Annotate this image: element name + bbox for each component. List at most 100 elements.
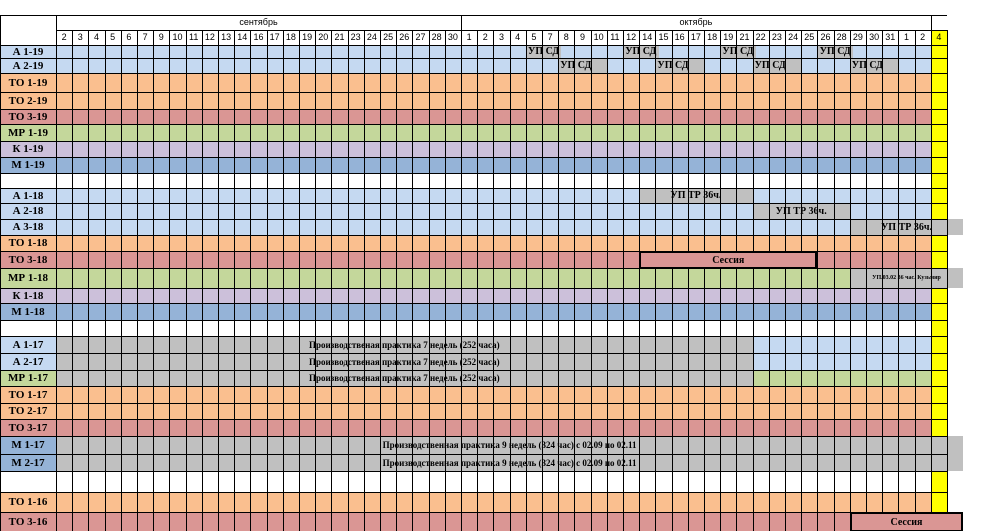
grid-line bbox=[0, 219, 947, 220]
day-header: 14 bbox=[642, 32, 653, 42]
row-background bbox=[0, 235, 947, 251]
group-label[interactable]: ТО 3-16 bbox=[8, 515, 48, 528]
group-label[interactable]: А 2-19 bbox=[12, 59, 44, 72]
grid-line bbox=[137, 30, 138, 531]
group-label[interactable]: ТО 3-17 bbox=[8, 421, 48, 434]
grid-line bbox=[0, 173, 947, 174]
group-label[interactable]: ТО 2-19 bbox=[8, 94, 48, 107]
grid-line bbox=[348, 30, 349, 531]
day-header: 14 bbox=[237, 32, 248, 42]
grid-line bbox=[380, 30, 381, 531]
grid-line bbox=[542, 30, 543, 531]
row-background bbox=[0, 45, 947, 58]
group-label[interactable]: ТО 1-17 bbox=[8, 388, 48, 401]
grid-line bbox=[56, 15, 57, 531]
row-background bbox=[0, 320, 947, 336]
grid-line bbox=[898, 30, 899, 531]
group-label[interactable]: ТО 2-17 bbox=[8, 405, 48, 417]
group-label[interactable]: ТО 3-19 bbox=[8, 110, 48, 123]
group-label[interactable] bbox=[0, 173, 56, 188]
grid-line bbox=[0, 15, 1, 531]
day-header: 8 bbox=[563, 32, 569, 42]
up-tr-block: УП ТР 36ч. bbox=[639, 188, 753, 203]
up-sd-block: УП СД bbox=[655, 58, 704, 73]
group-label[interactable]: А 3-18 bbox=[12, 221, 44, 233]
day-header: 23 bbox=[350, 32, 361, 42]
row-background bbox=[0, 288, 947, 303]
day-header: 17 bbox=[690, 32, 701, 42]
group-label[interactable]: ТО 1-19 bbox=[8, 76, 48, 89]
day-header: 4 bbox=[93, 32, 99, 42]
grid-line bbox=[0, 73, 947, 74]
grid-line bbox=[0, 386, 947, 387]
group-label[interactable]: А 2-17 bbox=[12, 355, 44, 368]
grid-line bbox=[801, 30, 802, 531]
group-label[interactable] bbox=[0, 320, 56, 336]
grid-line bbox=[0, 303, 947, 304]
day-header: 19 bbox=[723, 32, 734, 42]
group-label[interactable]: МР 1-19 bbox=[7, 126, 48, 139]
group-label[interactable]: К 1-19 bbox=[12, 143, 44, 155]
grid-line bbox=[931, 30, 932, 531]
day-header: 21 bbox=[334, 32, 345, 42]
row-background bbox=[0, 73, 947, 92]
day-header: 31 bbox=[885, 32, 896, 42]
day-header: 23 bbox=[771, 32, 782, 42]
group-label[interactable]: М 2-17 bbox=[11, 456, 45, 469]
group-label[interactable]: А 1-18 bbox=[12, 189, 44, 202]
grid-line bbox=[445, 30, 446, 531]
grid-line bbox=[218, 30, 219, 531]
day-header: 7 bbox=[547, 32, 553, 42]
day-header: 9 bbox=[158, 32, 164, 42]
row-background bbox=[0, 471, 947, 492]
day-header: 28 bbox=[836, 32, 847, 42]
day-header: 15 bbox=[658, 32, 669, 42]
group-label[interactable]: ТО 3-18 bbox=[8, 253, 48, 266]
row-background bbox=[0, 203, 947, 219]
day-header: 17 bbox=[269, 32, 280, 42]
group-label[interactable]: А 1-17 bbox=[12, 338, 44, 351]
grid-line bbox=[785, 30, 786, 531]
day-header: 22 bbox=[755, 32, 766, 42]
grid-line bbox=[461, 30, 462, 531]
group-label[interactable]: А 1-19 bbox=[12, 45, 44, 58]
practice-7-weeks-block: Производственая практика 7 недель (252 ч… bbox=[56, 370, 753, 386]
day-header: 6 bbox=[126, 32, 132, 42]
group-label[interactable] bbox=[0, 471, 56, 492]
grid-line bbox=[429, 30, 430, 531]
up-tr-block: УП ТР 36ч. bbox=[849, 219, 964, 235]
grid-line bbox=[704, 30, 705, 531]
grid-line bbox=[250, 30, 251, 531]
group-label[interactable]: А 2-18 bbox=[12, 205, 44, 217]
grid-line bbox=[0, 288, 947, 289]
group-label[interactable]: К 1-18 bbox=[12, 289, 44, 302]
grid-line bbox=[753, 30, 754, 531]
up-sd-block: УП СД bbox=[752, 58, 802, 73]
day-header: 12 bbox=[204, 32, 215, 42]
day-header: 7 bbox=[142, 32, 148, 42]
day-header: 26 bbox=[399, 32, 410, 42]
row-background bbox=[0, 303, 947, 320]
grid-line bbox=[736, 30, 737, 531]
day-header: 19 bbox=[302, 32, 313, 42]
grid-line bbox=[639, 30, 640, 531]
group-label[interactable]: ТО 1-16 bbox=[8, 496, 48, 508]
grid-line bbox=[915, 30, 916, 531]
group-label[interactable]: М 1-18 bbox=[11, 305, 45, 318]
group-label[interactable]: М 1-17 bbox=[11, 439, 45, 451]
group-label[interactable]: МР 1-18 bbox=[7, 272, 48, 284]
grid-line bbox=[0, 124, 947, 125]
grid-line bbox=[882, 30, 883, 531]
day-header: 4 bbox=[515, 32, 521, 42]
grid-line bbox=[607, 30, 608, 531]
day-header: 20 bbox=[318, 32, 329, 42]
group-label[interactable]: М 1-19 bbox=[11, 159, 45, 171]
row-background bbox=[0, 419, 947, 436]
group-label[interactable]: ТО 1-18 bbox=[8, 237, 48, 249]
group-label[interactable]: МР 1-17 bbox=[7, 372, 48, 384]
grid-line bbox=[688, 30, 689, 531]
grid-line bbox=[817, 30, 818, 531]
day-header: 25 bbox=[383, 32, 394, 42]
day-header: 4 bbox=[936, 32, 942, 42]
row-background bbox=[0, 109, 947, 124]
